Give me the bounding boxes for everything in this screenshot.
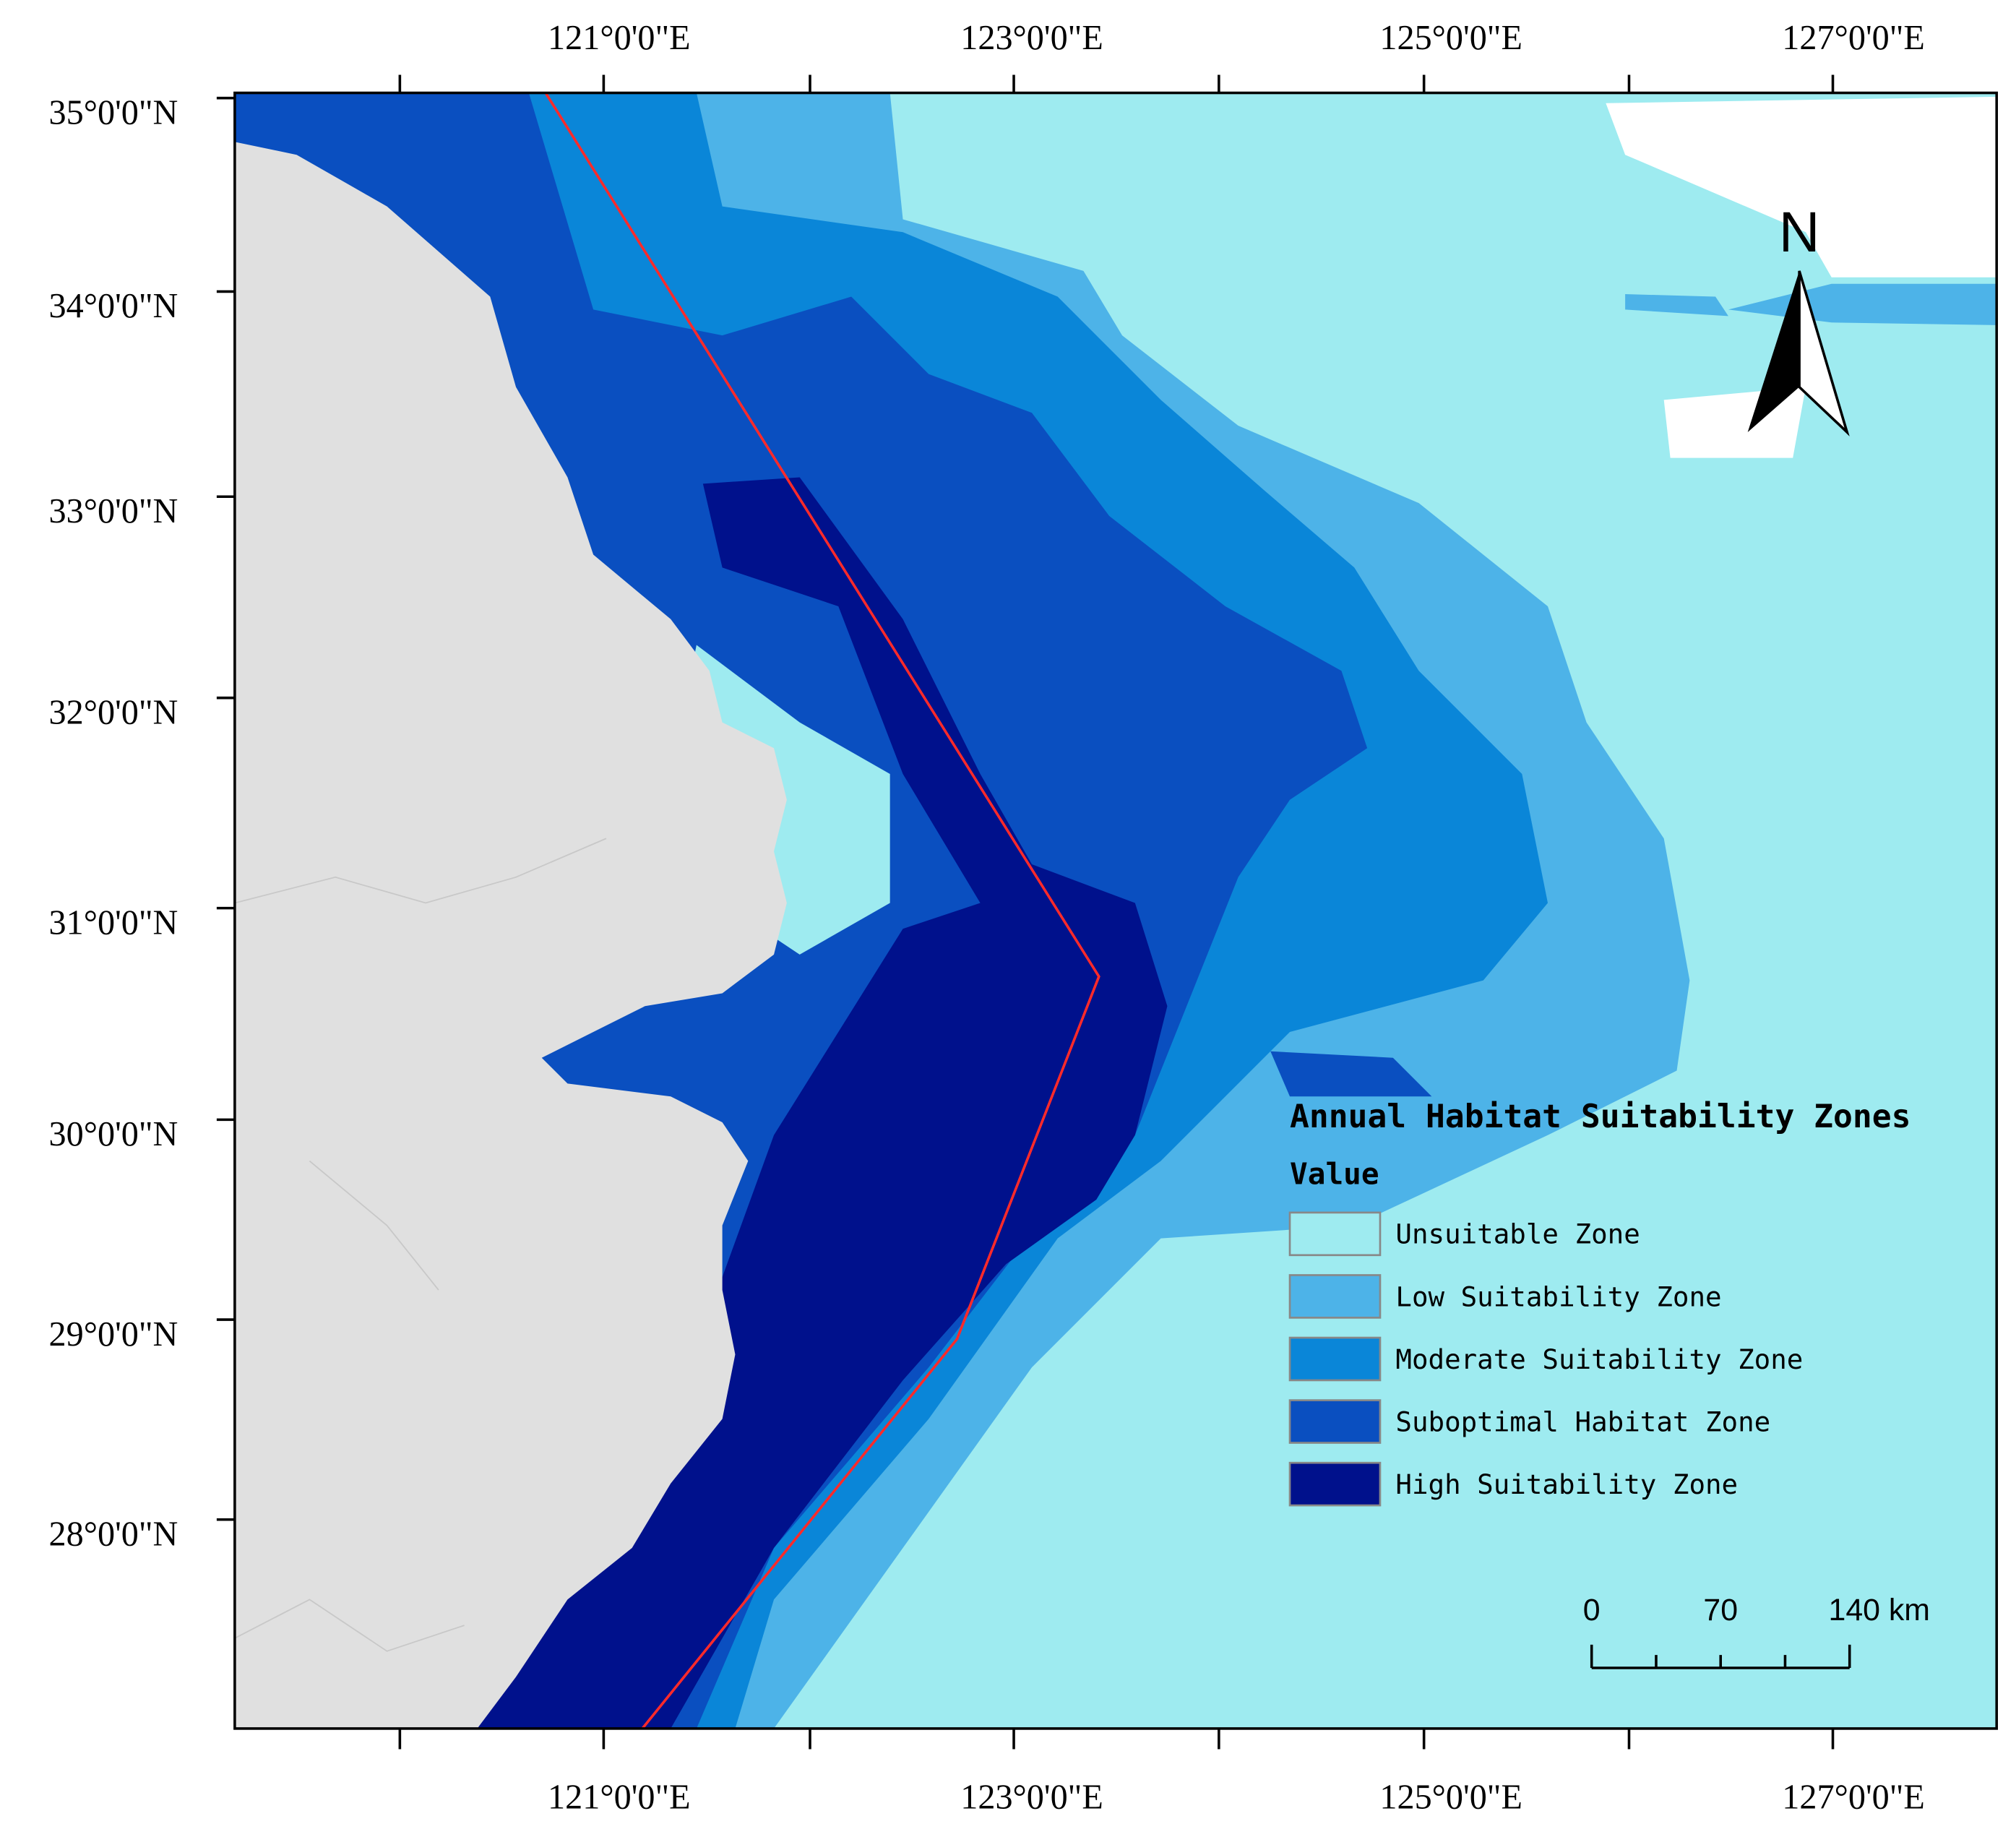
lon-label: 121°0'0"E [548, 1778, 691, 1817]
north-label: N [1779, 200, 1820, 264]
scale-label: 0 [1583, 1593, 1601, 1627]
legend-swatch [1288, 1399, 1382, 1444]
lon-label: 127°0'0"E [1782, 19, 1925, 57]
north-arrow-right [1798, 270, 1850, 436]
lat-label: 32°0'0"N [49, 693, 178, 731]
lat-label: 35°0'0"N [49, 93, 178, 132]
legend: Annual Habitat Suitability Zones Value U… [1288, 1098, 1911, 1507]
legend-label: Suboptimal Habitat Zone [1395, 1406, 1770, 1437]
lon-label: 125°0'0"E [1379, 19, 1522, 57]
legend-subtitle: Value [1290, 1157, 1379, 1192]
legend-title: Annual Habitat Suitability Zones [1290, 1098, 1911, 1135]
lat-label: 31°0'0"N [49, 903, 178, 942]
legend-swatch [1288, 1211, 1382, 1257]
legend-label: High Suitability Zone [1395, 1468, 1738, 1500]
low-zone-patch [1625, 283, 1997, 325]
north-arrow-left [1747, 270, 1800, 432]
lat-label: 33°0'0"N [49, 492, 178, 530]
legend-label: Unsuitable Zone [1395, 1218, 1640, 1250]
province-border [234, 838, 607, 1652]
legend-swatch [1288, 1274, 1382, 1319]
lat-label: 29°0'0"N [49, 1315, 178, 1354]
coordinate-labels: 121°0'0"E 123°0'0"E 125°0'0"E 127°0'0"E 121°… [49, 19, 1925, 1817]
high-zone [234, 477, 1168, 1729]
lat-label: 34°0'0"N [49, 287, 178, 325]
scale-line [1590, 1644, 1851, 1669]
frame-ticks [216, 74, 1835, 1750]
lon-label: 123°0'0"E [960, 19, 1103, 57]
lat-label: 28°0'0"N [49, 1515, 178, 1553]
legend-label: Moderate Suitability Zone [1395, 1343, 1803, 1375]
land [234, 142, 787, 1729]
north-arrow: N [1747, 200, 1850, 436]
boundary-line [544, 93, 1100, 1729]
scale-label: 70 [1703, 1593, 1738, 1627]
lon-label: 123°0'0"E [960, 1778, 1103, 1817]
legend-swatch [1288, 1336, 1382, 1382]
lon-label: 121°0'0"E [548, 19, 691, 57]
legend-swatch [1288, 1461, 1382, 1507]
suboptimal-zone-patch [1270, 1051, 1432, 1097]
scale-bar: 0 70 140 km [1583, 1593, 1930, 1669]
scale-label: 140 km [1829, 1593, 1930, 1627]
map-body [234, 93, 1997, 1729]
legend-label: Low Suitability Zone [1395, 1281, 1721, 1312]
no-data-area [1606, 96, 1997, 458]
map-frame [233, 91, 1998, 1730]
lat-label: 30°0'0"N [49, 1115, 178, 1153]
lon-label: 125°0'0"E [1379, 1778, 1522, 1817]
lon-label: 127°0'0"E [1782, 1778, 1925, 1817]
